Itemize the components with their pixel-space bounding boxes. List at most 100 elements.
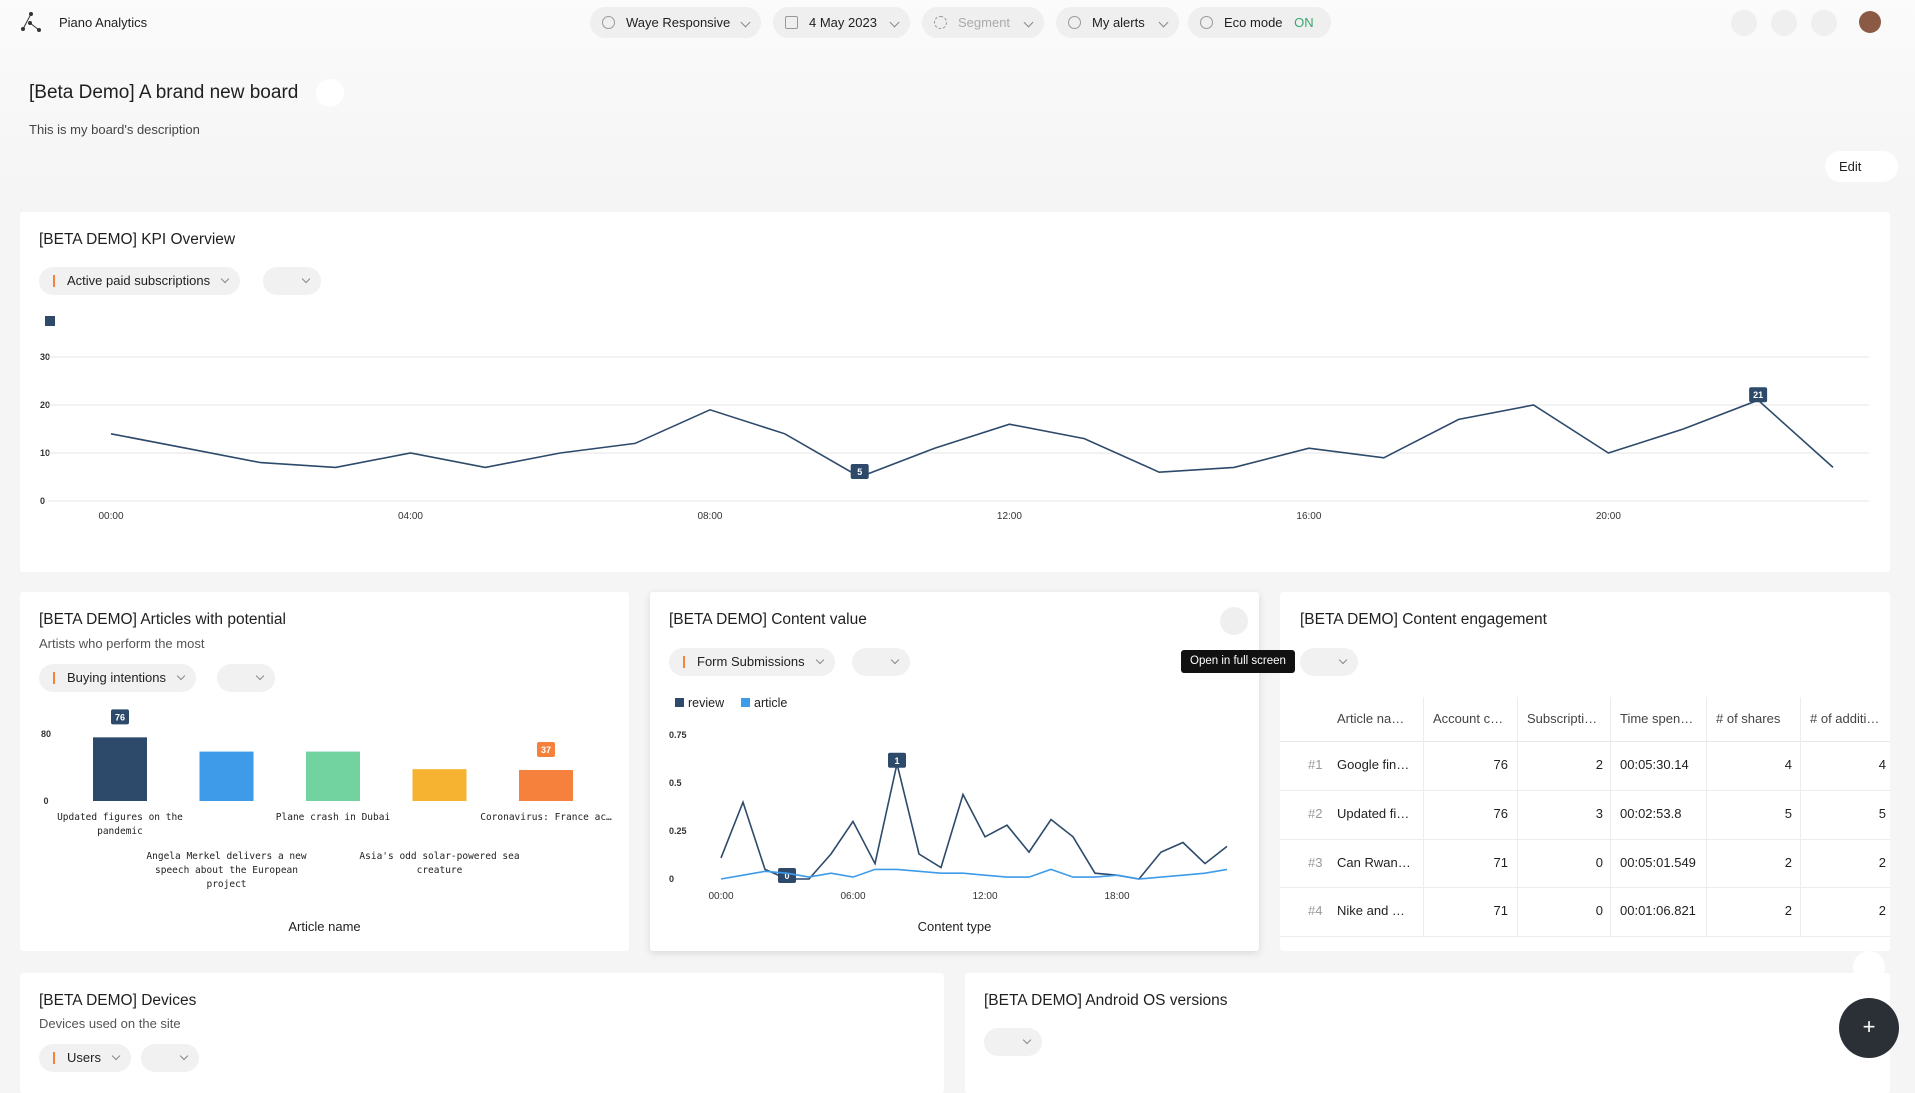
- chart-type-selector[interactable]: [263, 267, 321, 295]
- eco-state: ON: [1294, 15, 1314, 30]
- table-cell: 00:05:30.14: [1620, 757, 1689, 772]
- column-header: # of additi…: [1810, 711, 1880, 726]
- metric: Active paid subscriptions: [67, 273, 211, 288]
- column-separator: [1610, 697, 1611, 937]
- alerts-selector[interactable]: My alerts: [1056, 7, 1179, 38]
- kpi-card: [20, 212, 1890, 572]
- table-cell: 5: [1878, 805, 1886, 821]
- table-cell: 5: [1784, 805, 1792, 821]
- x-axis-title: Content type: [917, 919, 992, 934]
- content-value-card: [650, 592, 1259, 951]
- table-cell: 2: [1784, 903, 1792, 919]
- widget-title: [BETA DEMO] Content value: [669, 611, 867, 628]
- table-header-bg: [1280, 697, 1890, 742]
- edit-button[interactable]: Edit: [1825, 151, 1898, 182]
- table-cell: 76: [1493, 805, 1508, 821]
- row-index: #1: [1308, 757, 1323, 772]
- column-separator: [1800, 697, 1801, 937]
- x-tick-label: Coronavirus: France ac…: [480, 812, 612, 823]
- metric: Users: [67, 1050, 101, 1065]
- table-cell: 76: [1493, 757, 1508, 772]
- app-name: Piano Analytics: [59, 15, 148, 30]
- column-separator: [1423, 697, 1424, 937]
- edit-title-button[interactable]: [316, 79, 344, 107]
- segment-selector[interactable]: Segment: [922, 7, 1044, 38]
- board-title: [Beta Demo] A brand new board: [29, 82, 299, 103]
- table-cell: Updated fi…: [1337, 805, 1410, 821]
- notifications-button[interactable]: [1811, 10, 1837, 36]
- row-separator: [1280, 936, 1890, 938]
- widget-subtitle: Artists who perform the most: [39, 636, 205, 651]
- table-cell: 2: [1595, 757, 1603, 772]
- row-index: #3: [1308, 854, 1323, 870]
- x-tick-label: Angela Merkel delivers a new speech abou…: [146, 851, 307, 890]
- table-cell: Nike and …: [1337, 903, 1405, 919]
- add-button[interactable]: +: [1839, 998, 1899, 1058]
- table-type-selector[interactable]: [1300, 648, 1358, 676]
- metric-selector[interactable]: Users: [39, 1044, 131, 1072]
- chart-type-selector[interactable]: [141, 1044, 199, 1072]
- metric: Form Submissions: [697, 654, 805, 669]
- table-cell: 0: [1595, 903, 1603, 919]
- help-button[interactable]: [1771, 10, 1797, 36]
- eco-mode[interactable]: Eco mode ON: [1188, 7, 1331, 38]
- site-selector[interactable]: Waye Responsive: [590, 7, 761, 38]
- column-header: Subscripti…: [1527, 711, 1598, 726]
- apps-button[interactable]: [1731, 10, 1757, 36]
- metric-selector[interactable]: Form Submissions: [669, 648, 835, 676]
- row-separator: [1280, 838, 1890, 840]
- row-separator: [1280, 887, 1890, 889]
- column-header: Article na…: [1337, 711, 1405, 726]
- x-tick-label: Plane crash in Dubai: [275, 812, 391, 823]
- table-cell: 2: [1784, 854, 1792, 870]
- metric-selector[interactable]: Active paid subscriptions: [39, 267, 241, 295]
- chart-type-selector[interactable]: [217, 664, 275, 692]
- table-cell: 71: [1493, 854, 1508, 870]
- column-header: # of shares: [1716, 711, 1781, 726]
- date-selector[interactable]: 4 May 2023: [773, 7, 910, 38]
- row-index: #2: [1308, 805, 1323, 821]
- row-index: #4: [1308, 903, 1323, 919]
- column-separator: [1706, 697, 1707, 937]
- x-tick-label: Asia's odd solar-powered sea creature: [359, 851, 520, 876]
- segment: Segment: [958, 15, 1011, 30]
- column-header: Time spen…: [1620, 711, 1694, 726]
- table-cell: Can Rwan…: [1337, 854, 1411, 870]
- table-cell: 00:02:53.8: [1620, 805, 1682, 821]
- board-description: This is my board's description: [29, 122, 200, 137]
- table-type-selector[interactable]: [984, 1028, 1042, 1056]
- date: 4 May 2023: [809, 15, 877, 30]
- table-cell: 4: [1784, 757, 1792, 772]
- widget-title: [BETA DEMO] Content engagement: [1300, 611, 1547, 628]
- fullscreen-button[interactable]: [1220, 607, 1248, 635]
- rocket-button[interactable]: [1853, 951, 1885, 983]
- table-cell: 00:01:06.821: [1620, 903, 1696, 919]
- avatar[interactable]: [1859, 11, 1881, 33]
- table-cell: 00:05:01.549: [1620, 854, 1696, 870]
- site: Waye Responsive: [626, 15, 731, 30]
- x-axis-title: Article name: [288, 919, 361, 934]
- widget-title: [BETA DEMO] Devices: [39, 992, 197, 1009]
- alerts: My alerts: [1092, 15, 1145, 30]
- table-cell: Google fin…: [1337, 757, 1410, 772]
- metric-selector[interactable]: Buying intentions: [39, 664, 197, 692]
- table-cell: 71: [1493, 903, 1508, 919]
- row-separator: [1280, 789, 1890, 791]
- android-card: [965, 973, 1890, 1093]
- table-cell: 0: [1595, 854, 1603, 870]
- x-tick-label: Updated figures on the pandemic: [57, 812, 183, 837]
- metric: Buying intentions: [67, 670, 167, 685]
- widget-title: [BETA DEMO] Articles with potential: [39, 611, 286, 628]
- table-cell: 2: [1878, 854, 1886, 870]
- table-cell: 4: [1878, 757, 1886, 772]
- devices-card: [20, 973, 944, 1093]
- logo[interactable]: [18, 10, 44, 36]
- chart-type-selector[interactable]: [852, 648, 910, 676]
- table-cell: 3: [1595, 805, 1603, 821]
- widget-title: [BETA DEMO] KPI Overview: [39, 231, 236, 248]
- widget-subtitle: Devices used on the site: [39, 1016, 181, 1031]
- widget-title: [BETA DEMO] Android OS versions: [984, 992, 1228, 1009]
- column-header: Account c…: [1433, 711, 1504, 726]
- table-cell: 2: [1878, 903, 1886, 919]
